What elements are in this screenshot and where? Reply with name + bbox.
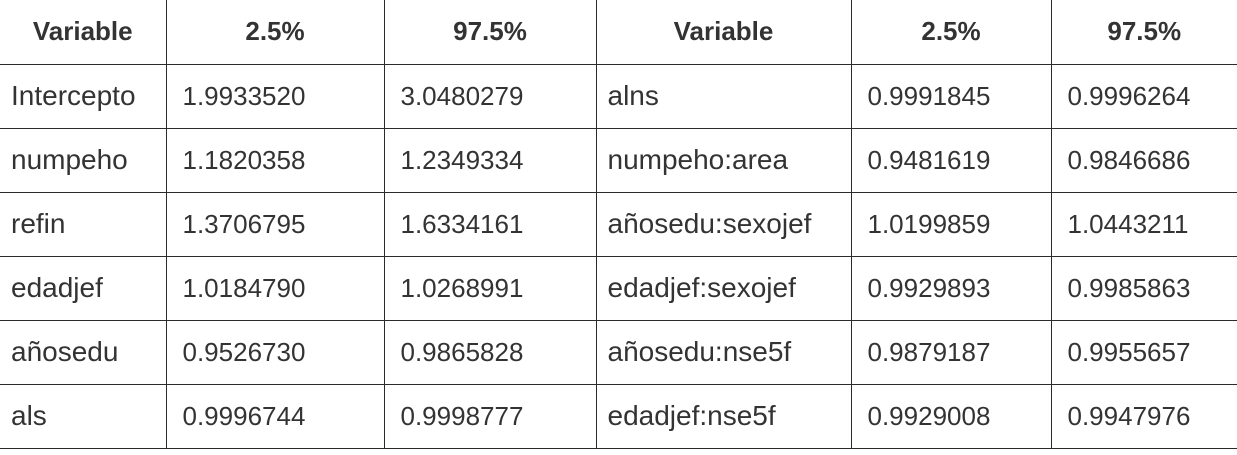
upper-bound-cell: 1.2349334	[383, 127, 597, 193]
header-lower-2-5: 2.5%	[165, 0, 385, 65]
table-row: numpeho 1.1820358 1.2349334 numpeho:area…	[0, 127, 1237, 193]
upper-bound-cell: 3.0480279	[383, 63, 597, 129]
upper-bound-cell: 0.9865828	[383, 319, 597, 385]
upper-bound-cell: 0.9955657	[1050, 319, 1237, 385]
lower-bound-cell: 0.9526730	[165, 319, 385, 385]
variable-cell: als	[0, 383, 167, 449]
table-row: Intercepto 1.9933520 3.0480279 alns 0.99…	[0, 63, 1237, 129]
header-upper-97-5: 97.5%	[1050, 0, 1237, 65]
variable-cell: edadjef	[0, 255, 167, 321]
upper-bound-cell: 0.9947976	[1050, 383, 1237, 449]
lower-bound-cell: 1.0184790	[165, 255, 385, 321]
upper-bound-cell: 0.9985863	[1050, 255, 1237, 321]
lower-bound-cell: 0.9991845	[850, 63, 1052, 129]
variable-cell: Intercepto	[0, 63, 167, 129]
variable-cell: edadjef:sexojef	[595, 255, 852, 321]
lower-bound-cell: 1.3706795	[165, 191, 385, 257]
table-row: añosedu 0.9526730 0.9865828 añosedu:nse5…	[0, 319, 1237, 385]
upper-bound-cell: 1.0268991	[383, 255, 597, 321]
table-row: refin 1.3706795 1.6334161 añosedu:sexoje…	[0, 191, 1237, 257]
lower-bound-cell: 0.9929893	[850, 255, 1052, 321]
header-upper-97-5: 97.5%	[383, 0, 597, 65]
lower-bound-cell: 0.9879187	[850, 319, 1052, 385]
upper-bound-cell: 0.9846686	[1050, 127, 1237, 193]
variable-cell: numpeho:area	[595, 127, 852, 193]
header-variable: Variable	[0, 0, 167, 65]
variable-cell: alns	[595, 63, 852, 129]
header-lower-2-5: 2.5%	[850, 0, 1052, 65]
table-row: edadjef 1.0184790 1.0268991 edadjef:sexo…	[0, 255, 1237, 321]
lower-bound-cell: 0.9996744	[165, 383, 385, 449]
lower-bound-cell: 0.9929008	[850, 383, 1052, 449]
lower-bound-cell: 1.1820358	[165, 127, 385, 193]
variable-cell: numpeho	[0, 127, 167, 193]
upper-bound-cell: 1.6334161	[383, 191, 597, 257]
upper-bound-cell: 1.0443211	[1050, 191, 1237, 257]
lower-bound-cell: 0.9481619	[850, 127, 1052, 193]
header-variable: Variable	[595, 0, 852, 65]
variable-cell: edadjef:nse5f	[595, 383, 852, 449]
upper-bound-cell: 0.9998777	[383, 383, 597, 449]
variable-cell: añosedu:nse5f	[595, 319, 852, 385]
table-row: als 0.9996744 0.9998777 edadjef:nse5f 0.…	[0, 383, 1237, 449]
header-row: Variable 2.5% 97.5% Variable 2.5% 97.5%	[0, 0, 1237, 65]
lower-bound-cell: 1.9933520	[165, 63, 385, 129]
upper-bound-cell: 0.9996264	[1050, 63, 1237, 129]
variable-cell: refin	[0, 191, 167, 257]
lower-bound-cell: 1.0199859	[850, 191, 1052, 257]
variable-cell: añosedu	[0, 319, 167, 385]
variable-cell: añosedu:sexojef	[595, 191, 852, 257]
